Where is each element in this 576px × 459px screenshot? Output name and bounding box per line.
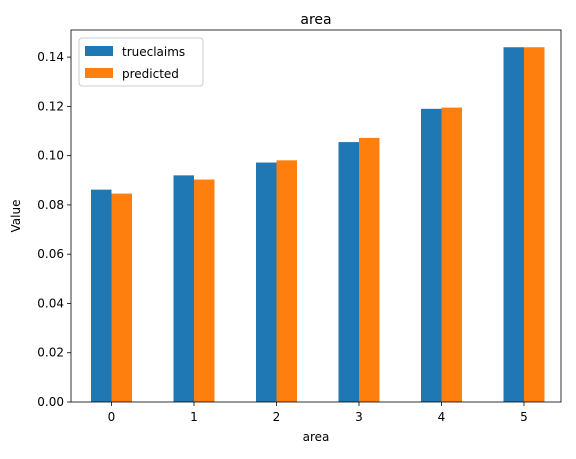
y-tick-label: 0.10 — [37, 149, 64, 163]
chart-title: area — [300, 12, 331, 28]
legend-swatch-trueclaims — [85, 46, 113, 56]
bar-trueclaims-2 — [256, 162, 277, 402]
y-tick-label: 0.02 — [37, 346, 64, 360]
x-tick-label: 0 — [108, 410, 116, 424]
bar-predicted-5 — [524, 47, 545, 403]
y-tick-label: 0.00 — [37, 395, 64, 409]
y-axis: 0.00 0.02 0.04 0.06 0.08 0.10 0.12 0.14 — [37, 50, 71, 409]
bars-group — [91, 47, 545, 403]
bar-predicted-1 — [194, 179, 215, 402]
legend-label-trueclaims: trueclaims — [122, 45, 185, 59]
bar-trueclaims-5 — [503, 47, 524, 403]
bar-trueclaims-1 — [173, 175, 194, 402]
y-tick-label: 0.04 — [37, 296, 64, 310]
y-tick-label: 0.14 — [37, 50, 64, 64]
bar-trueclaims-0 — [91, 189, 112, 402]
bar-predicted-0 — [111, 193, 132, 402]
x-axis: 0 1 2 3 4 5 — [108, 402, 528, 424]
x-tick-label: 1 — [190, 410, 198, 424]
y-tick-label: 0.06 — [37, 247, 64, 261]
legend-swatch-predicted — [85, 68, 113, 78]
x-axis-label: area — [303, 430, 330, 444]
x-tick-label: 4 — [438, 410, 446, 424]
x-tick-label: 5 — [520, 410, 528, 424]
bar-predicted-3 — [359, 137, 380, 402]
plot-frame — [70, 29, 562, 403]
x-tick-label: 3 — [355, 410, 363, 424]
bar-trueclaims-3 — [338, 142, 359, 402]
legend-label-predicted: predicted — [122, 67, 179, 81]
y-tick-label: 0.08 — [37, 198, 64, 212]
x-tick-label: 2 — [273, 410, 281, 424]
bar-predicted-2 — [276, 160, 297, 402]
bar-predicted-4 — [441, 107, 462, 402]
y-tick-label: 0.12 — [37, 99, 64, 113]
y-axis-label: Value — [9, 200, 23, 233]
bar-trueclaims-4 — [421, 108, 442, 402]
legend: trueclaims predicted — [78, 37, 204, 87]
